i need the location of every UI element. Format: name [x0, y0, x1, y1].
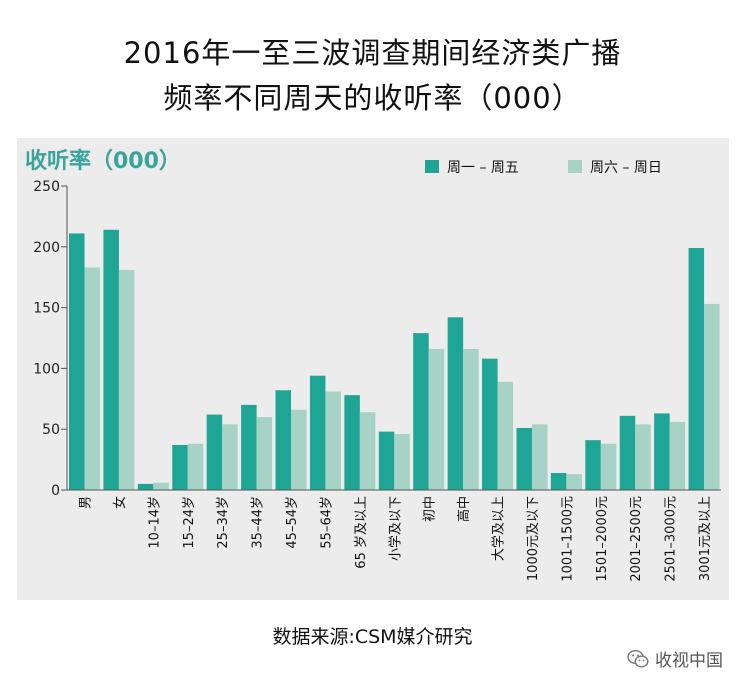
bar: [550, 472, 567, 490]
bar: [153, 482, 169, 490]
legend-label: 周六 – 周日: [590, 160, 662, 176]
bar: [325, 391, 341, 490]
x-tick-label: 初中: [423, 496, 438, 522]
chart-panel: 收听率（000） 0 50 100 150 200 250 男 女 10–14岁 15–24岁 25–…: [17, 138, 729, 600]
bar: [309, 375, 326, 490]
x-tick-label: 2501–3000元: [664, 496, 679, 582]
bar: [103, 229, 119, 490]
bar: [378, 431, 395, 490]
legend-label: 周一 – 周五: [447, 160, 519, 176]
bar: [619, 415, 636, 490]
bar: [600, 443, 617, 490]
bar: [241, 404, 257, 490]
bar: [654, 413, 670, 490]
chart-title-line-1: 2016年一至三波调查期间经济类广播: [123, 36, 622, 70]
bar: [482, 358, 498, 490]
bar: [291, 409, 307, 490]
x-tick-label: 65 岁及以上: [354, 496, 369, 569]
x-tick-label: 1001–1500元: [560, 496, 575, 582]
x-tick-label: 15–24岁: [182, 496, 197, 549]
bar: [187, 443, 204, 490]
x-tick-label: 1501–2000元: [595, 496, 610, 582]
x-tick-label: 35–44岁: [251, 496, 266, 549]
x-tick-label: 女: [112, 496, 128, 509]
bar: [463, 348, 479, 490]
watermark-text: 收视中国: [655, 651, 723, 671]
data-source-note: 数据来源:CSM媒介研究: [272, 626, 473, 648]
bar: [669, 421, 686, 490]
x-tick-label: 小学及以下: [387, 496, 403, 561]
bar: [566, 474, 582, 490]
bar: [206, 414, 223, 490]
bar: [585, 440, 601, 490]
chart-title-line-2: 频率不同周天的收听率（000）: [163, 81, 582, 115]
wechat-icon: [627, 649, 649, 668]
y-axis-label: 收听率（000）: [25, 148, 181, 174]
y-tick-label: 100: [33, 361, 60, 377]
y-tick-label: 50: [42, 422, 60, 438]
bar: [69, 233, 85, 490]
y-tick-label: 0: [51, 483, 60, 499]
x-tick-label: 25–34岁: [216, 496, 231, 549]
bar-chart: 收听率（000） 0 50 100 150 200 250 男 女 10–14岁 15–24岁 25–…: [25, 148, 721, 582]
bar: [531, 424, 548, 490]
bar: [394, 434, 410, 490]
x-tick-label: 1000元及以下: [526, 496, 541, 581]
x-tick-label: 3001元及以上: [698, 496, 713, 581]
bar: [344, 395, 360, 490]
bar: [688, 248, 705, 490]
bar: [359, 412, 376, 490]
bar: [635, 424, 651, 490]
x-tick-label: 男: [79, 496, 94, 509]
bar: [118, 269, 135, 490]
y-tick-label: 200: [33, 240, 60, 256]
bar: [222, 424, 238, 490]
bar: [84, 267, 100, 490]
x-tick-label: 2001–2500元: [629, 496, 644, 582]
bar: [516, 427, 532, 490]
x-tick-label: 大学及以上: [491, 496, 507, 561]
x-tick-label: 45–54岁: [285, 496, 300, 549]
bar: [413, 333, 429, 490]
bar: [704, 303, 720, 490]
bar: [447, 317, 464, 490]
bar: [256, 417, 273, 490]
bar: [428, 348, 445, 490]
legend-swatch: [568, 160, 582, 173]
x-tick-label: 高中: [456, 496, 472, 522]
x-tick-label: 55–64岁: [319, 496, 334, 549]
bar: [275, 390, 292, 490]
legend-swatch: [425, 160, 439, 173]
y-tick-label: 150: [33, 301, 60, 317]
bar: [137, 483, 154, 490]
x-tick-label: 10–14岁: [147, 496, 162, 549]
bar: [497, 381, 514, 490]
y-tick-label: 250: [33, 179, 60, 195]
watermark: 收视中国: [627, 646, 723, 671]
bar: [172, 445, 188, 490]
